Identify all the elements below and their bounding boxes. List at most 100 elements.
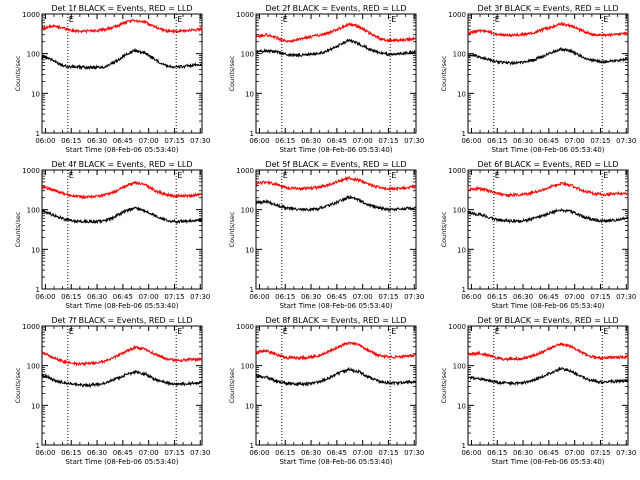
x-axis-label: Start Time (08-Feb-06 05:53:40) — [65, 302, 178, 310]
y-tick-label: 1000 — [22, 11, 40, 19]
y-axis-label: Counts/sec — [14, 367, 22, 403]
y-tick-label: 1 — [250, 130, 254, 138]
x-tick-label: 06:15 — [487, 293, 507, 301]
y-tick-label: 1000 — [448, 167, 466, 175]
y-tick-label: 1 — [250, 286, 254, 294]
plot-frame — [467, 169, 629, 290]
y-tick-label: 1 — [462, 130, 466, 138]
chart-panel: Det 9f BLACK = Events, RED = LLD 1 10 100 10… — [440, 316, 636, 466]
y-tick-label: 100 — [241, 363, 254, 371]
event-marker-label: E — [283, 171, 288, 180]
x-tick-label: 07:00 — [353, 449, 373, 457]
event-marker-label: E — [603, 327, 608, 336]
chart-panel: Det 4f BLACK = Events, RED = LLD 1 10 100 10… — [14, 160, 210, 310]
y-tick-label: 1000 — [448, 323, 466, 331]
x-tick-label: 06:30 — [513, 137, 533, 145]
x-tick-label: 07:00 — [565, 293, 585, 301]
y-tick-label: 100 — [241, 51, 254, 59]
x-tick-label: 07:30 — [616, 449, 636, 457]
plot-frame — [41, 13, 203, 134]
y-tick-label: 10 — [245, 90, 254, 98]
x-tick-label: 06:45 — [539, 449, 559, 457]
y-tick-label: 1 — [36, 442, 40, 450]
y-tick-label: 1 — [36, 130, 40, 138]
y-axis-label: Counts/sec — [14, 55, 22, 91]
y-tick-label: 100 — [241, 207, 254, 215]
chart-panel: Det 7f BLACK = Events, RED = LLD 1 10 100 10… — [14, 316, 210, 466]
event-marker-label: E — [495, 15, 500, 24]
chart-title: Det 7f BLACK = Events, RED = LLD — [51, 316, 192, 325]
y-tick-label: 100 — [27, 363, 40, 371]
y-tick-label: 1 — [462, 286, 466, 294]
x-tick-label: 06:00 — [35, 137, 55, 145]
x-axis-label: Start Time (08-Feb-06 05:53:40) — [279, 458, 392, 466]
series-line-lld — [255, 175, 417, 192]
y-axis-label: Counts/sec — [440, 211, 448, 247]
x-tick-label: 06:15 — [61, 293, 81, 301]
y-tick-label: 10 — [245, 246, 254, 254]
x-tick-label: 06:30 — [87, 449, 107, 457]
series-line-lld — [41, 344, 203, 367]
x-tick-label: 06:15 — [487, 449, 507, 457]
series-line-lld — [41, 180, 203, 200]
x-tick-label: 06:15 — [487, 137, 507, 145]
series-line-lld — [467, 342, 629, 362]
chart-title: Det 4f BLACK = Events, RED = LLD — [51, 160, 192, 169]
x-axis-label: Start Time (08-Feb-06 05:53:40) — [279, 302, 392, 310]
y-tick-label: 1000 — [236, 11, 254, 19]
chart-panel: Det 6f BLACK = Events, RED = LLD 1 10 100 10… — [440, 160, 636, 310]
x-tick-label: 07:15 — [590, 137, 610, 145]
y-axis-label: Counts/sec — [228, 367, 236, 403]
chart-panel: Det 5f BLACK = Events, RED = LLD 1 10 100 10… — [228, 160, 424, 310]
x-tick-label: 06:30 — [513, 449, 533, 457]
x-tick-label: 07:15 — [164, 449, 184, 457]
plot-frame — [467, 13, 629, 134]
x-tick-label: 07:30 — [404, 449, 424, 457]
x-axis-label: Start Time (08-Feb-06 05:53:40) — [279, 146, 392, 154]
plot-frame — [255, 169, 417, 290]
series-line-events — [41, 47, 203, 71]
event-marker-label: E — [69, 15, 74, 24]
event-marker-label: E — [495, 171, 500, 180]
x-tick-label: 07:00 — [139, 293, 159, 301]
x-tick-label: 07:30 — [616, 137, 636, 145]
x-tick-label: 06:00 — [461, 137, 481, 145]
y-axis-label: Counts/sec — [14, 211, 22, 247]
chart-title: Det 9f BLACK = Events, RED = LLD — [477, 316, 618, 325]
event-marker-label: E — [283, 327, 288, 336]
event-marker-label: E — [603, 171, 608, 180]
x-tick-label: 06:30 — [87, 137, 107, 145]
chart-title: Det 1f BLACK = Events, RED = LLD — [51, 4, 192, 13]
x-tick-label: 06:00 — [249, 137, 269, 145]
x-tick-label: 06:00 — [35, 293, 55, 301]
x-tick-label: 07:00 — [353, 293, 373, 301]
x-tick-label: 06:45 — [113, 449, 133, 457]
y-axis-label: Counts/sec — [440, 367, 448, 403]
y-tick-label: 1 — [462, 442, 466, 450]
series-line-events — [41, 206, 203, 225]
series-line-events — [467, 207, 629, 225]
x-tick-label: 07:30 — [404, 137, 424, 145]
y-axis-label: Counts/sec — [440, 55, 448, 91]
series-line-lld — [467, 180, 629, 199]
event-marker-label: E — [177, 171, 182, 180]
x-axis-label: Start Time (08-Feb-06 05:53:40) — [491, 146, 604, 154]
series-line-lld — [467, 21, 629, 38]
event-marker-label: E — [603, 15, 608, 24]
plot-frame — [41, 325, 203, 446]
x-tick-label: 06:00 — [35, 449, 55, 457]
series-line-events — [41, 369, 203, 388]
chart-title: Det 6f BLACK = Events, RED = LLD — [477, 160, 618, 169]
y-tick-label: 10 — [31, 246, 40, 254]
x-tick-label: 06:00 — [461, 293, 481, 301]
chart-title: Det 5f BLACK = Events, RED = LLD — [265, 160, 406, 169]
x-tick-label: 06:15 — [61, 137, 81, 145]
x-tick-label: 06:45 — [539, 137, 559, 145]
y-tick-label: 100 — [27, 207, 40, 215]
y-tick-label: 1000 — [448, 11, 466, 19]
x-tick-label: 07:00 — [139, 137, 159, 145]
x-tick-label: 07:00 — [565, 137, 585, 145]
x-axis-label: Start Time (08-Feb-06 05:53:40) — [491, 458, 604, 466]
event-marker-label: E — [495, 327, 500, 336]
y-tick-label: 1000 — [236, 323, 254, 331]
